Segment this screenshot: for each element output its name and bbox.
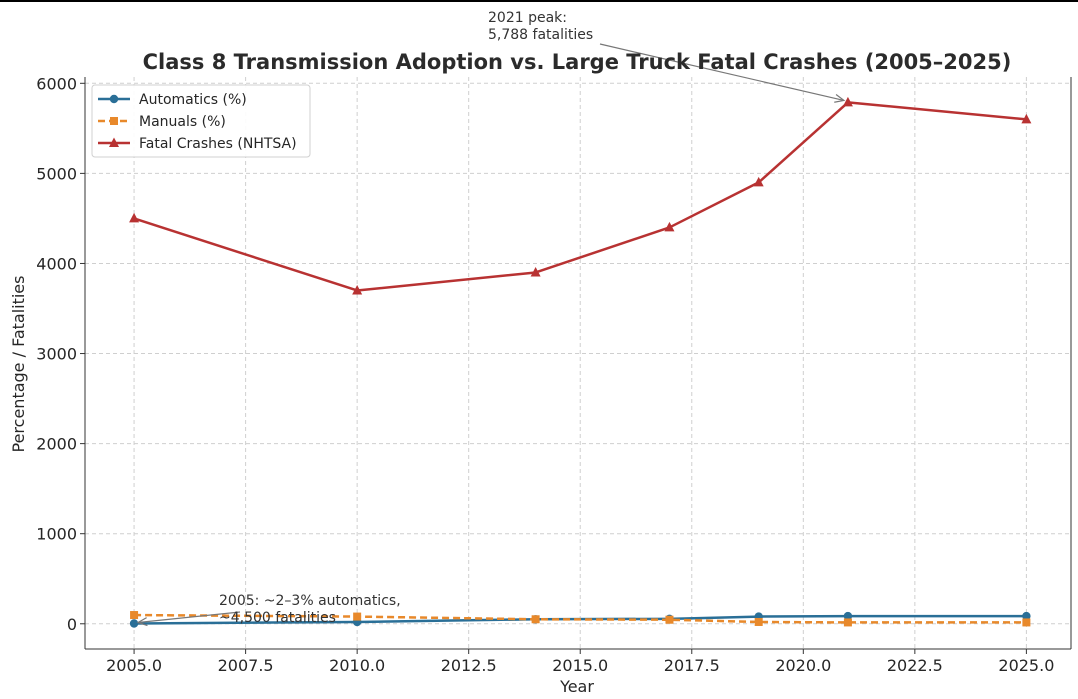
legend-marker-fatal-crashes-nhtsa [109,137,119,147]
y-tick-label: 0 [67,615,77,634]
data-point-manuals [665,615,674,624]
annotation-text: 5,788 fatalities [488,27,593,43]
x-tick-label: 2007.5 [218,656,274,675]
annotation-arrow [138,611,241,624]
grid-layer [85,77,1071,649]
annotation-layer: 2021 peak:5,788 fatalities 2005: ~2–3% au… [136,10,846,627]
x-tick-label: 2015.0 [552,656,608,675]
legend-label-manuals: Manuals (%) [139,114,226,130]
x-tick-label: 2025.0 [998,656,1054,675]
y-tick-label: 5000 [36,164,77,183]
data-point-automatics [129,619,139,628]
x-tick-label: 2005.0 [106,656,162,675]
legend-marker-automatics [109,94,119,104]
y-tick-label: 2000 [36,435,77,454]
annotation-arrowhead [834,93,846,103]
annotation-arrowhead [136,617,148,627]
x-tick-label: 2010.0 [329,656,385,675]
legend-label-fatal-crashes-nhtsa: Fatal Crashes (NHTSA) [139,136,297,152]
y-axis-label: Percentage / Fatalities [9,276,28,453]
data-point-automatics [1022,611,1031,621]
x-tick-label: 2017.5 [664,656,720,675]
annotation-text: ~4,500 fatalities [219,610,336,626]
data-point-manuals [843,618,852,627]
axes-layer: 2005.0 2007.5 2010.0 2012.5 2015.0 2017.5 2020… [36,74,1072,675]
data-point-manuals [130,611,139,620]
legend-label-automatics: Automatics (%) [139,92,247,108]
legend-box [91,84,311,158]
legend: Automatics (%) Manuals (%) Fatal Crashes (… [91,84,311,158]
data-point-fatal-crashes-nhtsa [753,176,764,187]
annotation-arrow [599,43,845,101]
data-point-manuals [1022,618,1031,627]
data-point-fatal-crashes-nhtsa [664,221,675,232]
data-point-manuals [531,615,540,624]
y-tick-label: 6000 [36,74,77,93]
chart-title: Class 8 Transmission Adoption vs. Large … [143,50,1012,74]
data-point-fatal-crashes-nhtsa [129,212,140,223]
x-axis-label: Year [559,677,594,696]
annotation-text: 2021 peak: [488,10,567,26]
data-point-manuals [754,617,763,626]
y-tick-label: 1000 [36,525,77,544]
series-layer [129,96,1032,628]
x-tick-label: 2022.5 [887,656,943,675]
data-point-fatal-crashes-nhtsa [842,96,853,107]
data-point-automatics [843,611,853,621]
data-point-fatal-crashes-nhtsa [1021,113,1032,124]
top-border [0,0,1078,2]
y-tick-label: 4000 [36,254,77,273]
legend-marker-manuals [110,117,118,125]
x-tick-label: 2012.5 [441,656,497,675]
data-point-fatal-crashes-nhtsa [530,266,541,277]
annotation-text: 2005: ~2–3% automatics, [219,593,401,609]
y-tick-label: 3000 [36,345,77,364]
data-point-fatal-crashes-nhtsa [352,284,363,295]
data-point-manuals [353,612,362,621]
x-tick-label: 2020.0 [775,656,831,675]
